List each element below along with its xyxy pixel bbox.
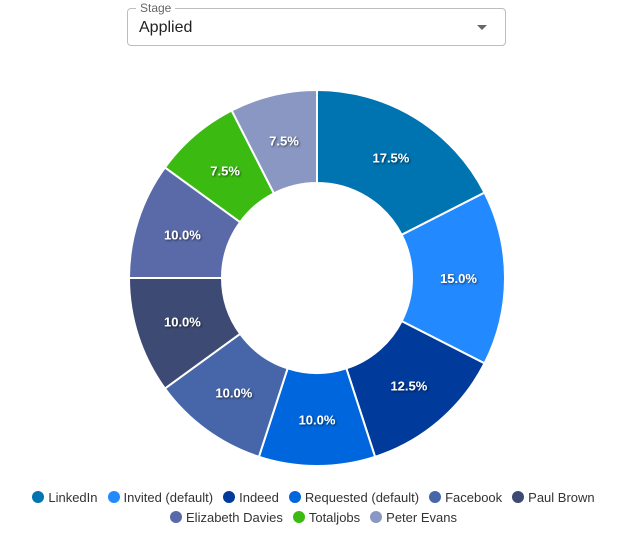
legend-dot-icon (292, 511, 305, 523)
donut-labels: 17.5% 15.0% 12.5% 10.0% 10.0% 10.0% 10.0% 7.5% 7… (164, 133, 477, 427)
stage-select[interactable]: Stage Applied (127, 1, 506, 46)
legend-label: LinkedIn (48, 490, 98, 505)
legend-item-elizabeth-davies[interactable]: Elizabeth Davies (170, 508, 283, 528)
legend-dot-icon (370, 511, 383, 523)
legend-item-totaljobs[interactable]: Totaljobs (292, 508, 361, 528)
legend-dot-icon (288, 491, 301, 503)
chevron-down-icon[interactable] (477, 25, 487, 30)
legend-item-requested-default[interactable]: Requested (default) (288, 488, 420, 508)
slice-percent-label: 10.0% (299, 413, 336, 428)
legend-dot-icon (170, 511, 183, 523)
legend-item-paul-brown[interactable]: Paul Brown (512, 488, 595, 508)
slice-percent-label: 15.0% (440, 271, 477, 286)
legend-dot-icon (107, 491, 120, 503)
slice-percent-label: 7.5% (210, 163, 240, 178)
legend-label: Invited (default) (123, 490, 214, 505)
legend-dot-icon (512, 491, 525, 503)
slice-percent-label: 7.5% (269, 133, 299, 148)
legend-dot-icon (32, 491, 45, 503)
legend-row: LinkedIn Invited (default) Indeed Requested… (0, 488, 627, 508)
slice-percent-label: 10.0% (164, 315, 201, 330)
slice-percent-label: 10.0% (215, 385, 252, 400)
legend-label: Facebook (445, 490, 503, 505)
legend-item-peter-evans[interactable]: Peter Evans (370, 508, 457, 528)
legend-label: Elizabeth Davies (186, 510, 283, 525)
legend-label: Requested (default) (304, 490, 420, 505)
legend-label: Peter Evans (386, 510, 457, 525)
legend-dot-icon (429, 491, 442, 503)
legend-item-linkedin[interactable]: LinkedIn (32, 488, 98, 508)
legend-item-facebook[interactable]: Facebook (429, 488, 502, 508)
legend-item-indeed[interactable]: Indeed (223, 488, 279, 508)
slice-percent-label: 10.0% (164, 227, 201, 242)
slice-percent-label: 17.5% (372, 150, 409, 165)
legend-item-invited-default[interactable]: Invited (default) (107, 488, 214, 508)
legend-label: Totaljobs (308, 510, 361, 525)
legend-label: Indeed (239, 490, 279, 505)
donut-chart: 17.5% 15.0% 12.5% 10.0% 10.0% 10.0% 10.0% 7.5% 7… (127, 88, 506, 467)
donut-slices (127, 88, 506, 467)
donut-slice-linkedin[interactable] (316, 88, 486, 237)
stage-select-value: Applied (139, 19, 193, 36)
chart-legend: LinkedIn Invited (default) Indeed Requested… (0, 488, 627, 528)
donut-slice-peter-evans[interactable] (230, 88, 318, 195)
stage-select-label: Stage (136, 1, 176, 15)
legend-label: Paul Brown (528, 490, 595, 505)
legend-dot-icon (223, 491, 236, 503)
legend-row: Elizabeth Davies Totaljobs Peter Evans (0, 508, 627, 528)
slice-percent-label: 12.5% (390, 379, 427, 394)
